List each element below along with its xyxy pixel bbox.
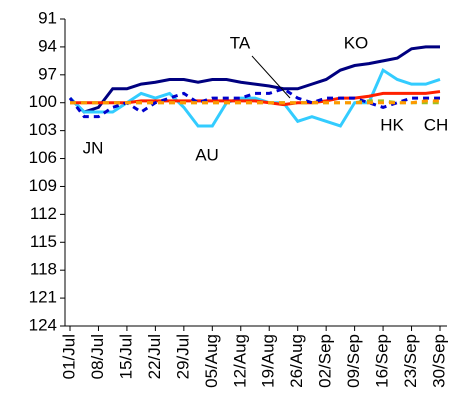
y-tick-label: 100 [29, 92, 57, 111]
y-tick-label: 112 [30, 204, 57, 223]
series-label: AU [195, 145, 219, 164]
series-label: KO [344, 33, 369, 52]
line-series [68, 45, 440, 114]
series-label: JN [83, 138, 104, 157]
x-tick-label: 05/Aug [202, 334, 221, 388]
leader-line [251, 55, 291, 99]
y-tick-label: 115 [30, 232, 57, 251]
x-tick-label: 22/Jul [145, 334, 164, 379]
x-tick-label: 01/Jul [59, 334, 78, 379]
line-series [70, 90, 441, 107]
y-tick-label: 106 [29, 148, 57, 167]
series-label: TA [230, 33, 251, 52]
x-tick-label: 30/Sep [429, 334, 448, 388]
y-tick-label: 97 [38, 64, 57, 83]
x-tick-label: 09/Sep [344, 334, 363, 388]
line-series [70, 99, 440, 105]
x-tick-label: 29/Jul [173, 334, 192, 379]
line-series [70, 99, 440, 105]
line-series [68, 67, 441, 128]
y-tick-label: 109 [29, 176, 57, 195]
series-label: CH [424, 115, 449, 134]
x-tick-label: 16/Sep [373, 334, 392, 388]
x-tick-label: 26/Aug [287, 334, 306, 388]
x-tick-label: 08/Jul [88, 334, 107, 379]
y-tick-label: 94 [38, 36, 57, 55]
x-tick-label: 02/Sep [316, 334, 335, 388]
x-tick-label: 12/Aug [230, 334, 249, 388]
y-tick-label: 103 [29, 120, 57, 139]
y-tick-label: 91 [38, 8, 57, 27]
y-tick-label: 118 [30, 260, 57, 279]
x-tick-label: 23/Sep [401, 334, 420, 388]
y-tick-label: 121 [29, 288, 57, 307]
y-tick-label: 124 [29, 315, 57, 334]
series-label: HK [380, 115, 404, 134]
x-tick-label: 19/Aug [259, 334, 278, 388]
x-tick-label: 15/Jul [116, 334, 135, 379]
